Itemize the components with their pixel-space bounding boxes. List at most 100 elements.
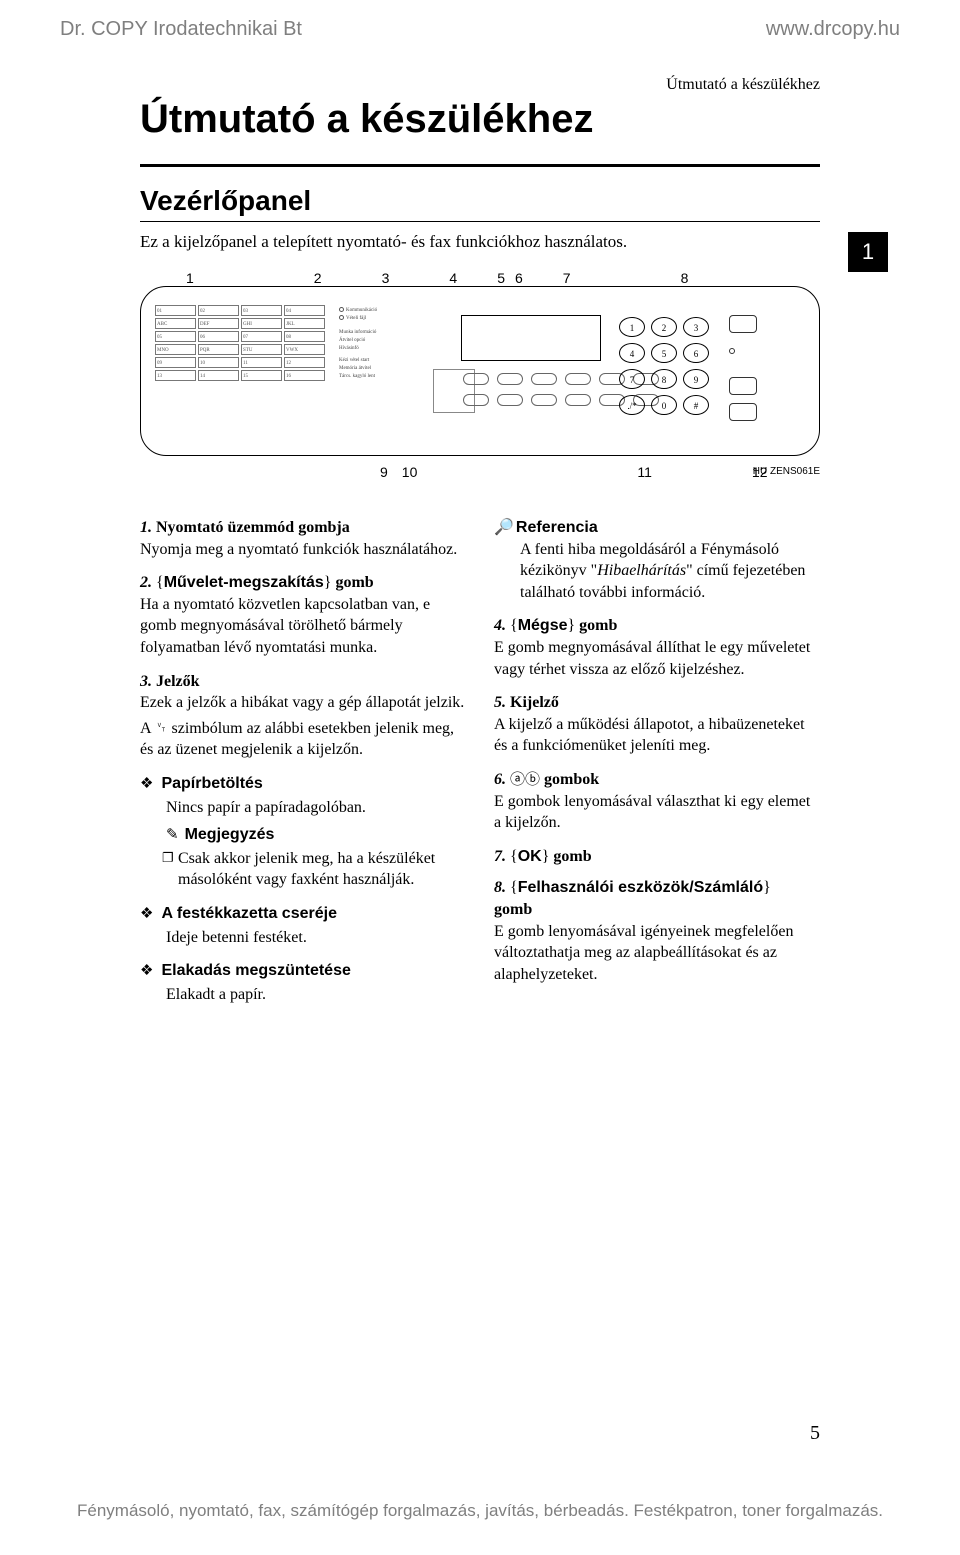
keypad-key: 4 (619, 343, 645, 363)
grid-cell: 01 (155, 305, 196, 316)
grid-cell: 04 (284, 305, 325, 316)
callout-4: 4 (449, 270, 457, 286)
item-8-body: E gomb lenyomásával igényeinek megfelelő… (494, 921, 820, 986)
keypad-key: 1 (619, 317, 645, 337)
panel-right-button (729, 377, 757, 395)
grid-cell: 07 (241, 331, 282, 342)
item-4-body: E gomb megnyomásával állíthat le egy műv… (494, 637, 820, 680)
button-label: OK (518, 848, 542, 865)
item-7-heading: 7. {OK} gomb (494, 846, 820, 868)
item-number: 8. (494, 879, 506, 896)
grid-cell: 09 (155, 357, 196, 368)
item-2-heading: 2. {Művelet-megszakítás} gomb (140, 572, 466, 594)
note-title: Megjegyzés (185, 826, 275, 843)
grid-cell: PQR (198, 344, 239, 355)
keypad-key: # (683, 395, 709, 415)
keypad-key: 9 (683, 369, 709, 389)
item-4-heading: 4. {Mégse} gomb (494, 615, 820, 637)
item-1-heading: 1. Nyomtató üzemmód gombja (140, 517, 466, 539)
item-tail: gomb (331, 574, 373, 591)
grid-cell: 15 (241, 370, 282, 381)
item-8-heading: 8. {Felhasználói eszközök/Számláló} (494, 877, 820, 899)
page-title: Útmutató a készülékhez (140, 97, 820, 142)
grid-cell: 10 (198, 357, 239, 368)
grid-cell: ABC (155, 318, 196, 329)
diamond-heading-1: ❖ Papírbetöltés (140, 773, 466, 795)
header-right: www.drcopy.hu (766, 18, 900, 41)
grid-cell: 14 (198, 370, 239, 381)
diamond-3-body: Elakadt a papír. (140, 984, 466, 1006)
grid-cell: MNO (155, 344, 196, 355)
section-subtitle: Vezérlőpanel (140, 185, 820, 217)
item-number: 5. (494, 694, 506, 711)
panel-small-button (463, 394, 489, 406)
item-6-body: E gombok lenyomásával választhat ki egy … (494, 791, 820, 834)
button-label: Felhasználói eszközök/Számláló (518, 879, 763, 896)
panel-small-label: Munka információ (339, 330, 376, 335)
subtitle-rule (140, 221, 820, 222)
page-number: 5 (810, 1422, 820, 1445)
diamond-heading-2: ❖ A festékkazetta cseréje (140, 903, 466, 925)
callout-6: 6 (515, 270, 523, 286)
grid-cell: 16 (284, 370, 325, 381)
right-column: 🔎Referencia A fenti hiba megoldásáról a … (494, 517, 820, 1017)
keypad-key: 6 (683, 343, 709, 363)
callout-5: 5 (497, 270, 505, 286)
panel-numeric-keypad: 1 2 3 4 5 6 7 8 9 ./* 0 # (619, 317, 709, 415)
button-label: Mégse (518, 617, 568, 634)
chapter-tab: 1 (848, 232, 888, 272)
panel-led-icon (729, 348, 735, 354)
diamond-1-body: Nincs papír a papíradagolóban. (140, 797, 466, 819)
item-tail: gomb (494, 901, 532, 918)
panel-small-button (531, 394, 557, 406)
reference-body: A fenti hiba megoldásáról a Fénymásoló k… (494, 539, 820, 604)
book-title-emphasis: Hibaelhárítás (597, 562, 686, 579)
item-tail: gomb (549, 848, 591, 865)
item-3-body-1: Ezek a jelzők a hibákat vagy a gép állap… (140, 692, 466, 714)
grid-cell: DEF (198, 318, 239, 329)
header-left: Dr. COPY Irodatechnikai Bt (60, 18, 302, 41)
item-number: 3. (140, 673, 152, 690)
reference-icon: 🔎 (494, 519, 514, 536)
item-number: 7. (494, 848, 506, 865)
grid-cell: STU (241, 344, 282, 355)
left-column: 1. Nyomtató üzemmód gombja Nyomja meg a … (140, 517, 466, 1017)
panel-small-label: Vételi fájl (346, 316, 366, 321)
diamond-heading-3: ❖ Elakadás megszüntetése (140, 960, 466, 982)
panel-small-button (531, 373, 557, 385)
item-5-heading: 5. Kijelző (494, 692, 820, 714)
grid-cell: GHI (241, 318, 282, 329)
text-fragment: szimbólum az alábbi esetekben jelenik me… (140, 720, 454, 759)
panel-right-button (729, 315, 757, 333)
figure-code: HU ZENS061E (140, 466, 820, 477)
text-fragment: A (140, 720, 155, 737)
indicator-symbol-icon: ␋ (155, 720, 168, 737)
item-number: 4. (494, 617, 506, 634)
panel-small-button (565, 373, 591, 385)
item-title: Kijelző (510, 694, 559, 711)
grid-cell: 11 (241, 357, 282, 368)
item-tail: gombok (540, 771, 599, 788)
content-area: Útmutató a készülékhez Vezérlőpanel Ez a… (0, 97, 960, 1017)
diamond-icon: ❖ (140, 774, 153, 794)
panel-small-label: Hívásinfó (339, 346, 359, 351)
diamond-icon: ❖ (140, 904, 153, 924)
item-2-body: Ha a nyomtató közvetlen kapcsolatban van… (140, 594, 466, 659)
grid-cell: VWX (284, 344, 325, 355)
note-body: Csak akkor jelenik meg, ha a készüléket … (140, 848, 466, 891)
item-3-heading: 3. Jelzők (140, 671, 466, 693)
grid-cell: 12 (284, 357, 325, 368)
grid-cell: 05 (155, 331, 196, 342)
diamond-title: A festékkazetta cseréje (161, 905, 337, 922)
keypad-key: 0 (651, 395, 677, 415)
callout-8: 8 (681, 270, 689, 286)
panel-small-button (497, 394, 523, 406)
keypad-key: 3 (683, 317, 709, 337)
pencil-icon: ✎ (166, 827, 179, 843)
grid-cell: 13 (155, 370, 196, 381)
page-header: Dr. COPY Irodatechnikai Bt www.drcopy.hu (0, 0, 960, 41)
panel-lcd-screen (461, 315, 601, 361)
grid-cell: 08 (284, 331, 325, 342)
page-footer: Fénymásoló, nyomtató, fax, számítógép fo… (0, 1501, 960, 1521)
diamond-2-body: Ideje betenni festéket. (140, 927, 466, 949)
